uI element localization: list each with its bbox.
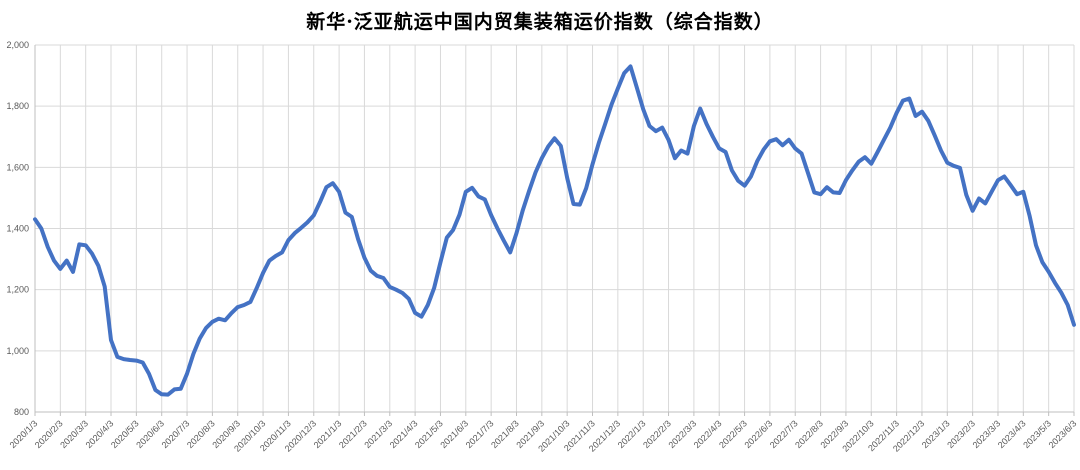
svg-text:1,000: 1,000 <box>6 346 29 356</box>
index-line-series <box>33 64 1076 397</box>
svg-text:1,800: 1,800 <box>6 101 29 111</box>
svg-text:2023/6/3: 2023/6/3 <box>1047 418 1079 450</box>
horizontal-gridlines <box>35 44 1074 413</box>
svg-text:1,200: 1,200 <box>6 285 29 295</box>
y-axis-labels: 800 1,000 1,200 1,400 1,600 1,800 2,000 <box>6 40 29 417</box>
x-axis-labels: 2020/1/32020/2/32020/3/32020/4/32020/5/3… <box>8 418 1079 453</box>
svg-text:1,600: 1,600 <box>6 162 29 172</box>
axes <box>34 45 1074 413</box>
svg-text:800: 800 <box>14 407 29 417</box>
svg-text:1,400: 1,400 <box>6 224 29 234</box>
vertical-gridlines <box>34 45 1075 416</box>
chart-title: 新华·泛亚航运中国内贸集装箱运价指数（综合指数） <box>306 11 774 33</box>
svg-text:2,000: 2,000 <box>6 40 29 50</box>
